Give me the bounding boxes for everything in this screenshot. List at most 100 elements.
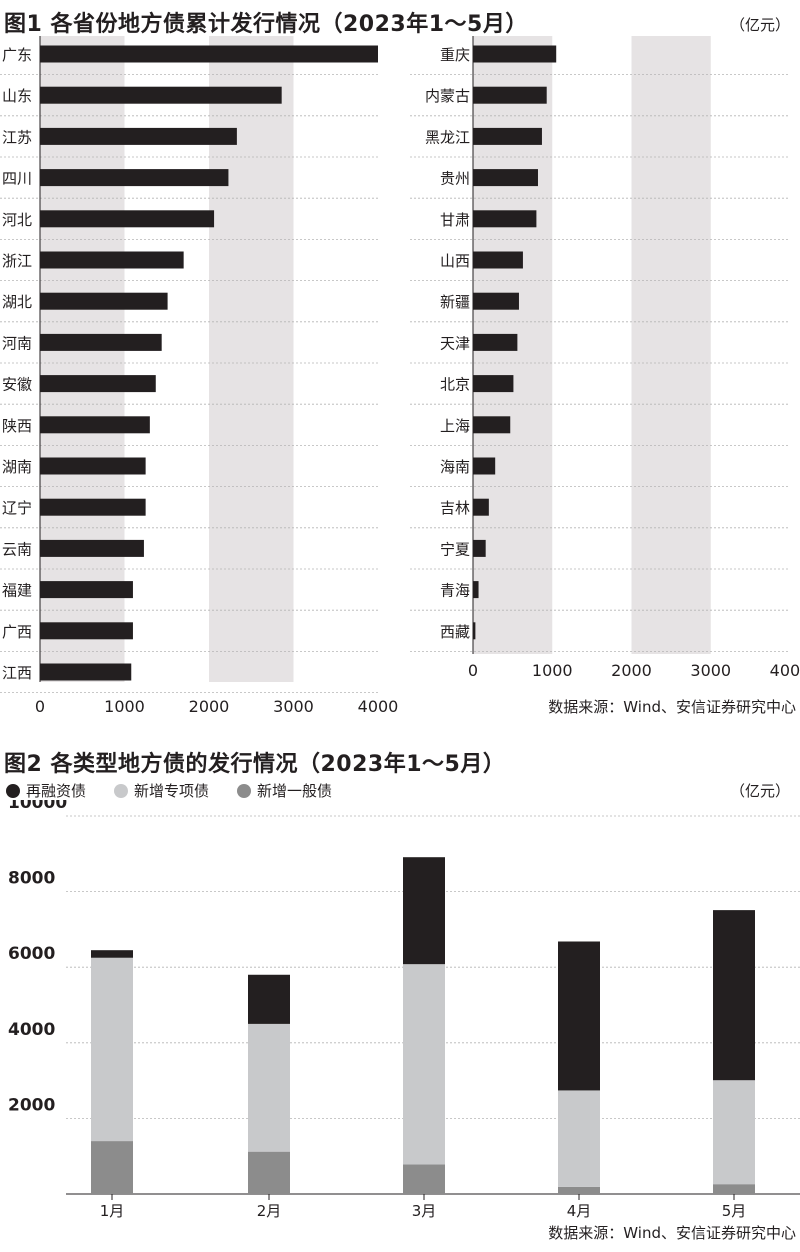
x-tick-label: 3000 bbox=[690, 661, 731, 680]
bar-segment bbox=[713, 1184, 755, 1194]
x-tick-label: 1000 bbox=[104, 697, 145, 716]
legend-item-refinancing: 再融资债 bbox=[6, 780, 86, 801]
bar bbox=[40, 663, 132, 681]
bar bbox=[40, 539, 144, 557]
x-tick-label: 2000 bbox=[189, 697, 230, 716]
bar bbox=[473, 498, 489, 516]
bar-segment bbox=[558, 1090, 600, 1187]
category-label: 西藏 bbox=[440, 623, 470, 641]
x-tick-label: 0 bbox=[468, 661, 478, 680]
category-label: 陕西 bbox=[2, 417, 32, 435]
category-label: 湖南 bbox=[2, 458, 32, 476]
bar bbox=[473, 251, 523, 269]
bar bbox=[473, 169, 538, 187]
bar bbox=[40, 581, 133, 599]
category-label: 江苏 bbox=[2, 128, 32, 146]
legend-item-general: 新增一般债 bbox=[237, 780, 332, 801]
bar-segment bbox=[91, 950, 133, 958]
category-label: 海南 bbox=[440, 458, 470, 476]
chart2-unit: （亿元） bbox=[729, 782, 790, 800]
bar bbox=[40, 416, 150, 434]
category-label: 湖北 bbox=[2, 293, 32, 311]
bar bbox=[40, 622, 133, 640]
bar bbox=[473, 292, 519, 310]
bar bbox=[473, 416, 511, 434]
bar-segment bbox=[403, 964, 445, 1165]
bar bbox=[40, 251, 184, 269]
x-tick-label: 0 bbox=[35, 697, 45, 716]
category-label: 广东 bbox=[2, 46, 32, 64]
chart1-source: 数据来源：Wind、安信证券研究中心 bbox=[548, 698, 796, 716]
category-label: 黑龙江 bbox=[425, 128, 470, 146]
y-tick-label: 10000 bbox=[8, 800, 67, 813]
legend-swatch-refinancing bbox=[6, 783, 20, 798]
bar bbox=[40, 127, 237, 145]
legend-swatch-special bbox=[114, 783, 129, 798]
bar bbox=[40, 333, 162, 351]
bar bbox=[473, 539, 486, 557]
category-label: 吉林 bbox=[440, 499, 470, 517]
category-label: 云南 bbox=[2, 540, 32, 558]
bar bbox=[473, 375, 514, 393]
x-tick-label: 2月 bbox=[257, 1202, 282, 1220]
x-tick-label: 2000 bbox=[611, 661, 652, 680]
x-tick-label: 1月 bbox=[100, 1202, 125, 1220]
bar-segment bbox=[403, 1164, 445, 1194]
bar bbox=[473, 45, 557, 63]
x-tick-label: 3000 bbox=[273, 697, 314, 716]
chart2-legend: 再融资债 新增专项债 新增一般债 bbox=[6, 780, 360, 801]
bar-segment bbox=[558, 941, 600, 1091]
category-label: 福建 bbox=[2, 582, 32, 600]
x-tick-label: 4000 bbox=[358, 697, 399, 716]
legend-label-refinancing: 再融资债 bbox=[26, 782, 87, 800]
bar bbox=[473, 127, 542, 145]
bar bbox=[473, 333, 518, 351]
bg-band-2 bbox=[631, 36, 711, 654]
bar bbox=[40, 457, 146, 475]
x-tick-label: 4月 bbox=[567, 1202, 592, 1220]
bar bbox=[40, 292, 168, 310]
category-label: 新疆 bbox=[440, 293, 470, 311]
category-label: 江西 bbox=[2, 664, 32, 682]
legend-label-special: 新增专项债 bbox=[134, 782, 210, 800]
category-label: 山西 bbox=[440, 252, 470, 270]
category-label: 广西 bbox=[2, 623, 32, 641]
legend-label-general: 新增一般债 bbox=[257, 782, 333, 800]
category-label: 贵州 bbox=[440, 170, 470, 188]
bar-segment bbox=[248, 974, 290, 1024]
category-label: 内蒙古 bbox=[425, 87, 470, 105]
x-tick-label: 3月 bbox=[412, 1202, 437, 1220]
x-tick-label: 1000 bbox=[532, 661, 573, 680]
category-label: 安徽 bbox=[2, 376, 32, 394]
bar-segment bbox=[403, 857, 445, 965]
category-label: 重庆 bbox=[440, 46, 470, 64]
category-label: 天津 bbox=[440, 334, 470, 352]
chart2-title: 图2 各类型地方债的发行情况（2023年1～5月） bbox=[4, 752, 506, 777]
category-label: 山东 bbox=[2, 87, 32, 105]
category-label: 甘肃 bbox=[440, 211, 470, 229]
x-tick-label: 4000 bbox=[770, 661, 800, 680]
bar bbox=[473, 457, 496, 475]
y-tick-label: 2000 bbox=[8, 1095, 55, 1115]
bar-segment bbox=[91, 957, 133, 1142]
bar bbox=[40, 498, 146, 516]
category-label: 宁夏 bbox=[440, 540, 470, 558]
bar bbox=[40, 210, 215, 228]
category-label: 浙江 bbox=[2, 252, 32, 270]
bar-segment bbox=[713, 910, 755, 1081]
bar bbox=[473, 86, 547, 104]
bar bbox=[40, 375, 156, 393]
category-label: 上海 bbox=[440, 417, 470, 435]
bar-segment bbox=[713, 1080, 755, 1185]
bar-segment bbox=[248, 1023, 290, 1152]
legend-item-special: 新增专项债 bbox=[114, 780, 209, 801]
legend-swatch-general bbox=[237, 783, 252, 798]
bar bbox=[40, 169, 229, 187]
chart2-stacked-bars: 2000 4000 6000 8000 10000 1月 2月 3月 4月 5月 bbox=[8, 800, 800, 1220]
bar-segment bbox=[91, 1141, 133, 1194]
bar-segment bbox=[558, 1186, 600, 1194]
category-label: 北京 bbox=[440, 376, 470, 394]
chart1-title: 图1 各省份地方债累计发行情况（2023年1～5月） bbox=[4, 12, 528, 37]
